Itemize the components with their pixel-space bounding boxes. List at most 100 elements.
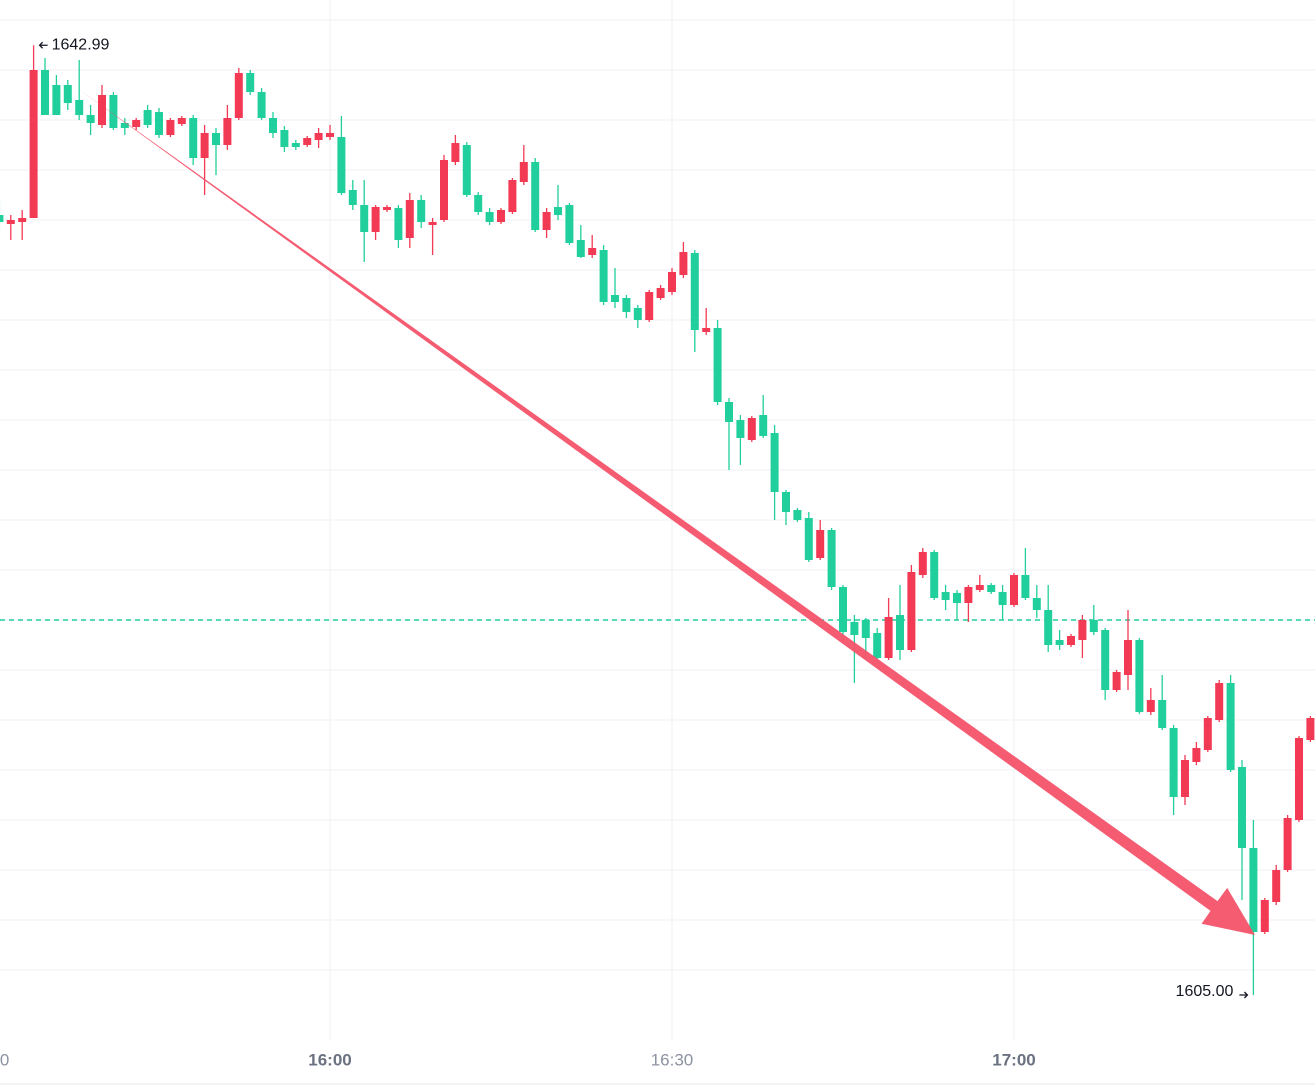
candle-body bbox=[1169, 728, 1178, 797]
candle-body bbox=[588, 248, 597, 255]
candle-body bbox=[0, 215, 4, 222]
candle-body bbox=[656, 288, 665, 298]
candle-body bbox=[1260, 900, 1269, 932]
candle-body bbox=[1283, 818, 1292, 870]
candle-body bbox=[29, 70, 38, 218]
candle-body bbox=[405, 200, 414, 238]
candle-body bbox=[964, 587, 973, 603]
candle-body bbox=[622, 298, 631, 312]
candle-body bbox=[257, 92, 266, 118]
candle-body bbox=[1226, 683, 1235, 770]
candle-body bbox=[440, 160, 448, 220]
candle-body bbox=[314, 133, 323, 140]
candle-body bbox=[565, 205, 574, 243]
candle-body bbox=[1078, 620, 1087, 640]
candle-body bbox=[177, 118, 186, 124]
candle-body bbox=[246, 73, 255, 92]
candle-body bbox=[873, 633, 882, 658]
candle-body bbox=[987, 585, 996, 592]
candle-body bbox=[861, 620, 870, 638]
candle-body bbox=[839, 587, 847, 632]
label-arrow bbox=[1239, 991, 1249, 999]
candle-body bbox=[782, 492, 790, 512]
candle-body bbox=[1215, 683, 1224, 720]
candle-body bbox=[462, 145, 471, 195]
candle-body bbox=[1010, 575, 1018, 605]
candle-body bbox=[360, 205, 369, 232]
candle-body bbox=[223, 118, 232, 145]
candle-body bbox=[816, 530, 825, 558]
candle-body bbox=[576, 240, 585, 257]
candle-body bbox=[52, 85, 61, 115]
candle-body bbox=[1238, 767, 1246, 848]
candle-body bbox=[941, 592, 950, 600]
grid bbox=[0, 0, 1315, 1040]
candle-body bbox=[1203, 718, 1212, 750]
candle-body bbox=[519, 162, 528, 182]
candle-body bbox=[633, 308, 642, 320]
candle-body bbox=[975, 585, 984, 590]
candle-body bbox=[269, 118, 277, 133]
candle-body bbox=[554, 207, 562, 215]
candle-body bbox=[234, 73, 243, 118]
candle-body bbox=[508, 180, 517, 212]
candle-body bbox=[907, 572, 916, 650]
extreme-label: 1642.99 bbox=[52, 36, 110, 53]
candle-body bbox=[1101, 630, 1110, 690]
candle-body bbox=[497, 210, 505, 222]
candle-body bbox=[1135, 640, 1144, 712]
candle-body bbox=[383, 207, 391, 210]
candle-body bbox=[1295, 738, 1303, 820]
candle-body bbox=[132, 120, 141, 127]
candle-body bbox=[1112, 672, 1121, 690]
candle-body bbox=[1044, 610, 1053, 645]
candle-body bbox=[668, 272, 676, 292]
candle-body bbox=[166, 120, 175, 135]
x-tick-label: 16:00 bbox=[308, 1050, 351, 1069]
candle-body bbox=[713, 328, 722, 402]
candle-body bbox=[1192, 748, 1201, 762]
candle-body bbox=[531, 162, 540, 230]
x-tick-label: 15:30 bbox=[0, 1050, 9, 1069]
candle-body bbox=[679, 252, 688, 275]
candle-body bbox=[770, 433, 779, 492]
candle-body bbox=[120, 123, 129, 128]
labels: 15:30 16:00 16:30 17:00 1642.99 1605.00 bbox=[0, 36, 1249, 1069]
candle-body bbox=[953, 593, 961, 603]
candle-body bbox=[702, 328, 711, 332]
candle-body bbox=[394, 208, 403, 240]
candle-body bbox=[1021, 575, 1030, 598]
candle-body bbox=[884, 617, 893, 658]
candle-body bbox=[6, 220, 15, 224]
candle-body bbox=[827, 530, 836, 587]
candle-body bbox=[747, 418, 756, 440]
candle-body bbox=[542, 212, 551, 230]
candle-body bbox=[804, 518, 813, 560]
candle-body bbox=[86, 115, 95, 123]
candle-body bbox=[759, 415, 768, 436]
candle-body bbox=[371, 207, 380, 232]
candle-body bbox=[18, 218, 27, 222]
candle-body bbox=[998, 592, 1007, 605]
candle-body bbox=[1272, 870, 1281, 902]
candle-body bbox=[1067, 636, 1075, 645]
candle-body bbox=[348, 190, 357, 205]
candle-body bbox=[1032, 598, 1041, 610]
candle-body bbox=[1181, 760, 1189, 797]
candle-body bbox=[428, 222, 437, 225]
candle-body bbox=[1124, 640, 1132, 675]
candle-body bbox=[417, 200, 426, 222]
candle-body bbox=[337, 137, 346, 193]
candle-body bbox=[690, 253, 699, 330]
candle-body bbox=[98, 95, 106, 125]
candle-body bbox=[474, 195, 483, 212]
candle-body bbox=[451, 143, 460, 162]
candle-body bbox=[850, 622, 859, 635]
candle-body bbox=[143, 110, 152, 125]
trend-arrow bbox=[80, 90, 1255, 935]
candle-body bbox=[280, 130, 289, 147]
extreme-label: 1605.00 bbox=[1176, 983, 1234, 1000]
candle-body bbox=[896, 615, 904, 650]
candle-body bbox=[212, 133, 220, 145]
